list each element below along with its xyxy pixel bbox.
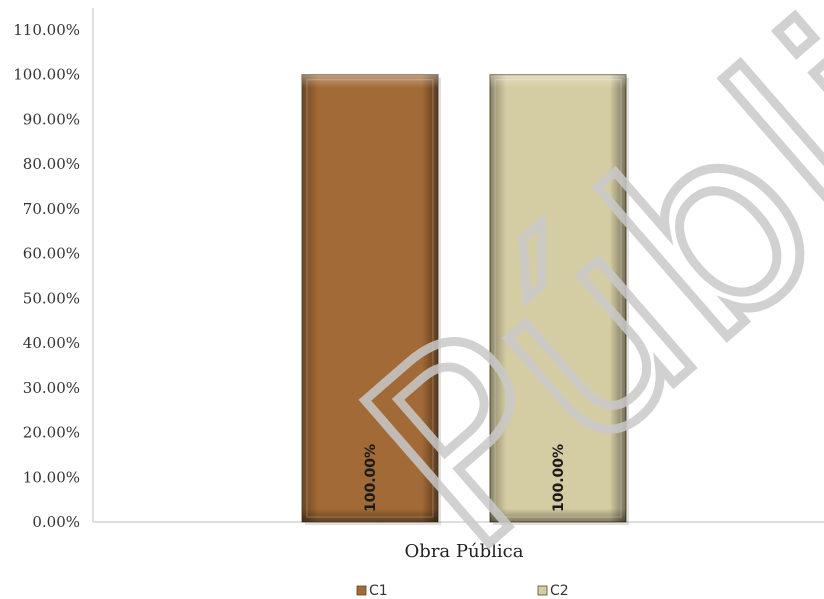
legend-item-c1: C1 <box>356 583 388 599</box>
y-tick-label: 20.00% <box>23 424 80 442</box>
y-tick-label: 100.00% <box>13 66 80 84</box>
y-tick-label: 10.00% <box>23 468 80 486</box>
y-tick-label: 60.00% <box>23 245 80 263</box>
axes <box>92 8 824 523</box>
bar-bevel-top <box>490 74 626 523</box>
y-tick-label: 30.00% <box>23 379 80 397</box>
x-category-label: Obra Pública <box>405 541 524 562</box>
bar-inner-edge <box>306 79 434 518</box>
bar-bevel-top <box>302 74 438 523</box>
y-tick-label: 50.00% <box>23 289 80 307</box>
data-labels: 100.00% 100.00% <box>363 444 567 512</box>
data-label-c2: 100.00% <box>551 444 567 512</box>
y-axis-ticks: 0.00% 10.00% 20.00% 30.00% 40.00% 50.00% 60.00… <box>13 21 80 531</box>
bar-c1 <box>301 74 441 526</box>
bar-c2 <box>489 74 629 526</box>
y-tick-label: 0.00% <box>32 513 80 531</box>
y-tick-label: 40.00% <box>23 334 80 352</box>
legend-item-c2: C2 <box>537 583 569 599</box>
bar-inner-edge <box>494 79 622 518</box>
legend-swatch <box>537 585 548 596</box>
y-tick-label: 80.00% <box>23 155 80 173</box>
y-tick-label: 70.00% <box>23 200 80 218</box>
y-tick-label: 90.00% <box>23 110 80 128</box>
category-labels: Obra Pública <box>405 541 524 562</box>
legend: C1 C2 <box>356 583 569 599</box>
legend-label: C2 <box>550 583 569 599</box>
legend-label: C1 <box>369 583 388 599</box>
y-tick-label: 110.00% <box>13 21 80 39</box>
legend-swatch <box>356 585 367 596</box>
data-label-c1: 100.00% <box>363 444 379 512</box>
bars <box>301 74 629 526</box>
